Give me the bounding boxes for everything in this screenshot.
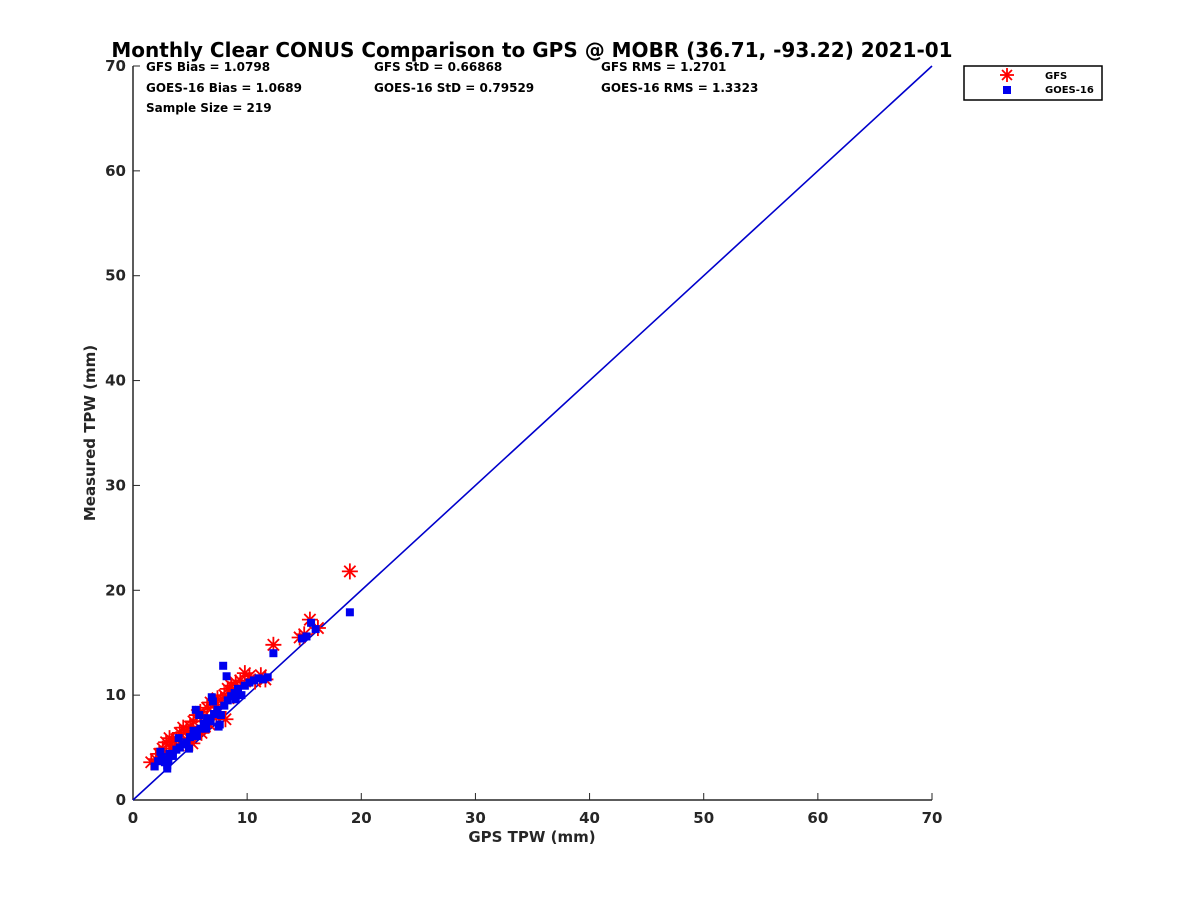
y-tick-label: 20: [105, 581, 126, 599]
goes-16-point: [234, 684, 243, 693]
y-tick-label: 50: [105, 267, 126, 285]
x-tick-label: 50: [693, 809, 714, 827]
goes-16-point: [231, 695, 240, 704]
goes-16-point: [163, 761, 172, 770]
goes-16-point: [223, 696, 232, 705]
legend-gfs-asterisk: [1000, 68, 1014, 82]
goes-16-point: [297, 634, 306, 643]
goes-16-point: [196, 724, 205, 733]
goes-16-point: [186, 733, 195, 742]
x-axis-label: GPS TPW (mm): [468, 828, 595, 846]
goes-16-point: [164, 756, 173, 765]
goes-16-point: [191, 705, 200, 714]
legend-goes-label: GOES-16: [1045, 85, 1094, 96]
goes-rms-stat: GOES-16 RMS = 1.3323: [601, 81, 758, 95]
goes-16-point: [174, 734, 183, 743]
reference-line-group: [132, 65, 933, 801]
x-tick-label: 30: [465, 809, 486, 827]
goes-16-point: [150, 762, 159, 771]
goes-16-point: [249, 676, 258, 685]
goes-16-point: [307, 618, 316, 627]
one-to-one-line: [132, 65, 933, 801]
goes-16-point: [207, 693, 216, 702]
y-tick-label: 10: [105, 686, 126, 704]
x-tick-label: 70: [922, 809, 943, 827]
gfs-point: [341, 563, 358, 580]
goes-16-point: [345, 608, 354, 617]
x-tick-label: 60: [807, 809, 828, 827]
goes-16-point: [222, 672, 231, 681]
goes-16-point: [208, 697, 217, 706]
x-tick-label: 10: [237, 809, 258, 827]
goes-16-point: [302, 632, 311, 641]
goes-16-point: [213, 705, 222, 714]
goes-16-point: [254, 674, 263, 683]
y-tick-label: 40: [105, 372, 126, 390]
goes-16-point: [220, 701, 229, 710]
goes-16-point: [210, 710, 219, 719]
goes-16-point: [216, 711, 225, 720]
gfs-bias-stat: GFS Bias = 1.0798: [146, 60, 270, 74]
data-series: [143, 563, 358, 773]
goes-16-point: [263, 673, 272, 682]
goes-16-point: [168, 751, 177, 760]
goes-16-point: [199, 719, 208, 728]
goes-16-point: [240, 681, 249, 690]
goes-16-point: [189, 726, 198, 735]
y-axis-label: Measured TPW (mm): [81, 345, 99, 521]
goes-16-point: [156, 747, 165, 756]
goes-16-point: [269, 649, 278, 658]
goes-16-series: [150, 608, 354, 773]
axes: [132, 66, 932, 801]
gfs-rms-stat: GFS RMS = 1.2701: [601, 60, 726, 74]
goes-16-point: [182, 738, 191, 747]
legend-goes-marker: [1003, 86, 1011, 94]
goes-16-point: [184, 744, 193, 753]
goes-16-point: [202, 724, 211, 733]
y-tick-label: 60: [105, 162, 126, 180]
y-tick-label: 30: [105, 476, 126, 494]
goes-std-stat: GOES-16 StD = 0.79529: [374, 81, 534, 95]
goes-bias-stat: GOES-16 Bias = 1.0689: [146, 81, 302, 95]
legend: GFS GOES-16: [963, 65, 1103, 101]
goes-16-point: [192, 732, 201, 741]
legend-gfs-marker: [1000, 68, 1014, 82]
goes-16-point: [214, 722, 223, 731]
chart-title: Monthly Clear CONUS Comparison to GPS @ …: [111, 38, 952, 62]
goes-16-point: [219, 661, 228, 670]
goes-16-point: [245, 678, 254, 687]
goes-16-point: [237, 691, 246, 700]
legend-gfs-label: GFS: [1045, 71, 1067, 82]
legend-goes-square: [1003, 86, 1011, 94]
goes-16-point: [195, 711, 204, 720]
goes-16-point: [259, 675, 268, 684]
y-tick-label: 0: [116, 791, 126, 809]
gfs-std-stat: GFS StD = 0.66868: [374, 60, 502, 74]
x-tick-label: 40: [579, 809, 600, 827]
axis-ticks: 0 10 20 30 40 50 60 70 0 10 20 30 40 50 60 70: [105, 57, 942, 827]
x-tick-label: 0: [128, 809, 138, 827]
goes-16-point: [311, 625, 320, 634]
x-tick-label: 20: [351, 809, 372, 827]
sample-size-stat: Sample Size = 219: [146, 101, 272, 115]
legend-box: [963, 65, 1103, 101]
y-tick-label: 70: [105, 57, 126, 75]
goes-16-point: [154, 757, 163, 766]
goes-16-point: [157, 753, 166, 762]
goes-16-point: [206, 717, 215, 726]
goes-16-point: [230, 689, 239, 698]
